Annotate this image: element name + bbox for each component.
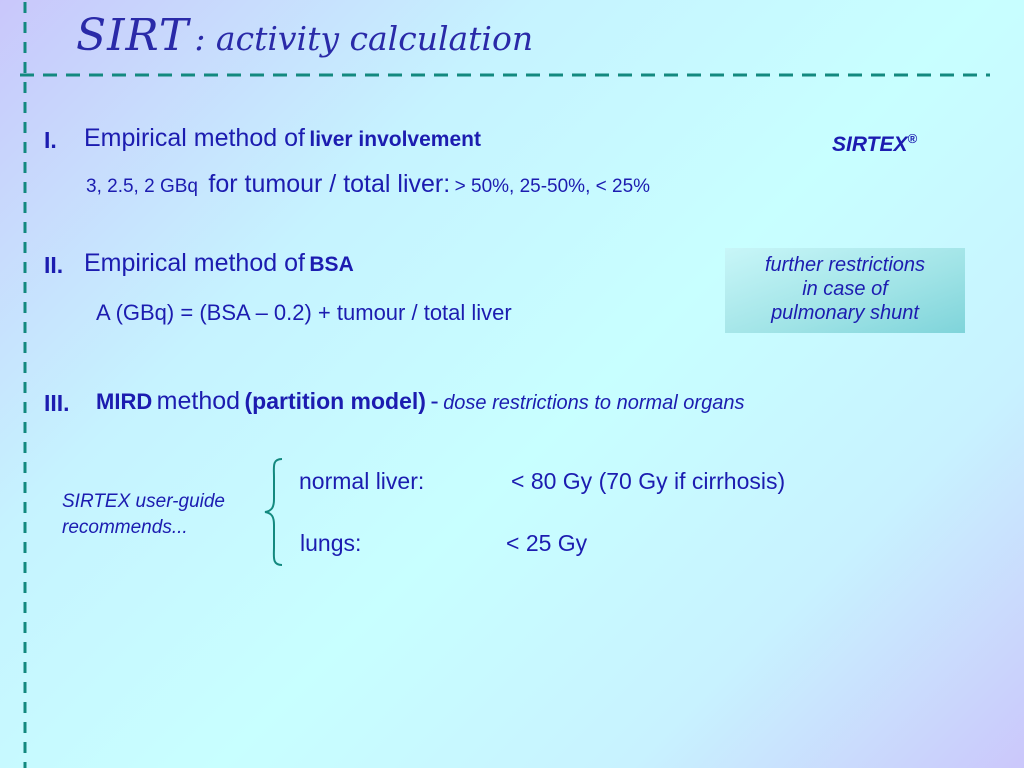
section2-numeral: II. (44, 252, 64, 278)
bsa-formula: A (GBq) = (BSA – 0.2) + tumour / total l… (96, 300, 512, 325)
title-sub: : activity calculation (194, 19, 534, 58)
section1-activities: 3, 2.5, 2 GBq (86, 176, 198, 197)
organ-label-liver: normal liver: (299, 468, 425, 494)
section1-heading-emphasis: liver involvement (309, 128, 481, 151)
method-label: method (156, 387, 241, 415)
section1-numeral: I. (44, 127, 57, 153)
guide-line: recommends... (62, 517, 188, 538)
callout-line: in case of (802, 278, 888, 300)
title-main: SIRT (76, 10, 190, 61)
callout-line: further restrictions (764, 254, 926, 276)
sirtex-guide-note: SIRTEX user-guide recommends... (62, 489, 225, 541)
curly-brace (264, 458, 283, 566)
section3-numeral: III. (44, 390, 70, 416)
mird-label: MIRD (96, 389, 153, 414)
section3-dash: - (430, 387, 439, 415)
section2-heading-emphasis: BSA (309, 253, 354, 276)
section2-heading-prefix: Empirical method of (84, 249, 305, 277)
section1-detail: 3, 2.5, 2 GBq for tumour / total liver: … (86, 170, 650, 199)
horizontal-dashed-rule (20, 73, 990, 77)
guide-line: SIRTEX user-guide (62, 491, 225, 512)
section1-middle: for tumour / total liver: (208, 170, 451, 198)
sirtex-brand-name: SIRTEX (832, 133, 908, 156)
lungs-limit-value: < 25 Gy (506, 530, 588, 556)
section2-heading: Empirical method of BSA (84, 249, 354, 278)
pulmonary-shunt-callout: further restrictions in case of pulmonar… (725, 248, 965, 333)
section1-heading-prefix: Empirical method of (84, 124, 305, 152)
section1-thresholds: > 50%, 25-50%, < 25% (454, 176, 651, 197)
section1-heading: Empirical method of liver involvement (84, 124, 481, 153)
organ-label-lungs: lungs: (300, 530, 362, 556)
slide-title: SIRT : activity calculation (76, 14, 533, 58)
sirtex-brand: SIRTEX® (832, 131, 917, 157)
section3-heading: MIRD method (partition model) - dose res… (96, 387, 744, 416)
partition-model-label: (partition model) (244, 388, 426, 414)
liver-limit-value: < 80 Gy (70 Gy if cirrhosis) (511, 468, 786, 494)
vertical-dashed-rule (23, 2, 27, 768)
lungs-limit-row: lungs: < 25 Gy (300, 530, 587, 557)
liver-limit-row: normal liver: < 80 Gy (70 Gy if cirrhosis… (299, 468, 785, 495)
registered-mark: ® (907, 131, 918, 146)
dose-restrictions-text: dose restrictions to normal organs (443, 392, 745, 414)
callout-line: pulmonary shunt (771, 302, 919, 324)
